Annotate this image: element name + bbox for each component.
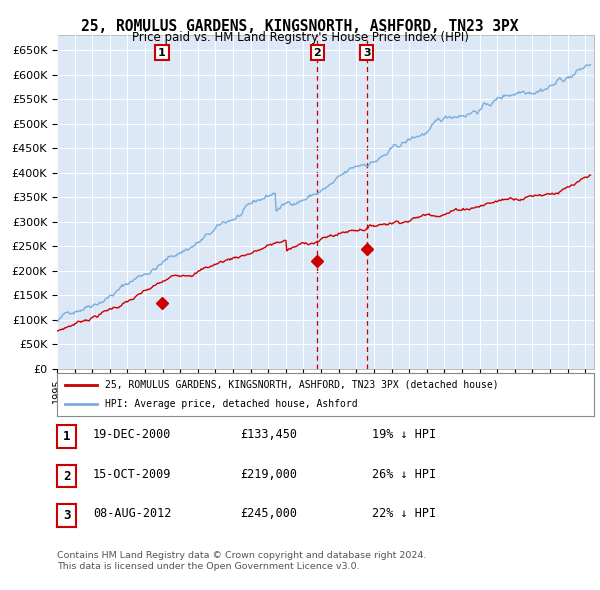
Text: 3: 3 (363, 48, 371, 58)
Text: 22% ↓ HPI: 22% ↓ HPI (372, 507, 436, 520)
Text: 25, ROMULUS GARDENS, KINGSNORTH, ASHFORD, TN23 3PX: 25, ROMULUS GARDENS, KINGSNORTH, ASHFORD… (81, 19, 519, 34)
Text: 19-DEC-2000: 19-DEC-2000 (93, 428, 172, 441)
Text: This data is licensed under the Open Government Licence v3.0.: This data is licensed under the Open Gov… (57, 562, 359, 571)
Text: 08-AUG-2012: 08-AUG-2012 (93, 507, 172, 520)
Text: 3: 3 (63, 509, 70, 522)
Text: 19% ↓ HPI: 19% ↓ HPI (372, 428, 436, 441)
Text: HPI: Average price, detached house, Ashford: HPI: Average price, detached house, Ashf… (106, 399, 358, 409)
Text: £219,000: £219,000 (240, 468, 297, 481)
Text: 26% ↓ HPI: 26% ↓ HPI (372, 468, 436, 481)
Text: 15-OCT-2009: 15-OCT-2009 (93, 468, 172, 481)
Text: Price paid vs. HM Land Registry's House Price Index (HPI): Price paid vs. HM Land Registry's House … (131, 31, 469, 44)
Text: £245,000: £245,000 (240, 507, 297, 520)
Text: 2: 2 (314, 48, 321, 58)
Text: 1: 1 (63, 430, 70, 443)
Text: £133,450: £133,450 (240, 428, 297, 441)
Text: Contains HM Land Registry data © Crown copyright and database right 2024.: Contains HM Land Registry data © Crown c… (57, 550, 427, 559)
Text: 2: 2 (63, 470, 70, 483)
Text: 1: 1 (158, 48, 166, 58)
Text: 25, ROMULUS GARDENS, KINGSNORTH, ASHFORD, TN23 3PX (detached house): 25, ROMULUS GARDENS, KINGSNORTH, ASHFORD… (106, 380, 499, 390)
